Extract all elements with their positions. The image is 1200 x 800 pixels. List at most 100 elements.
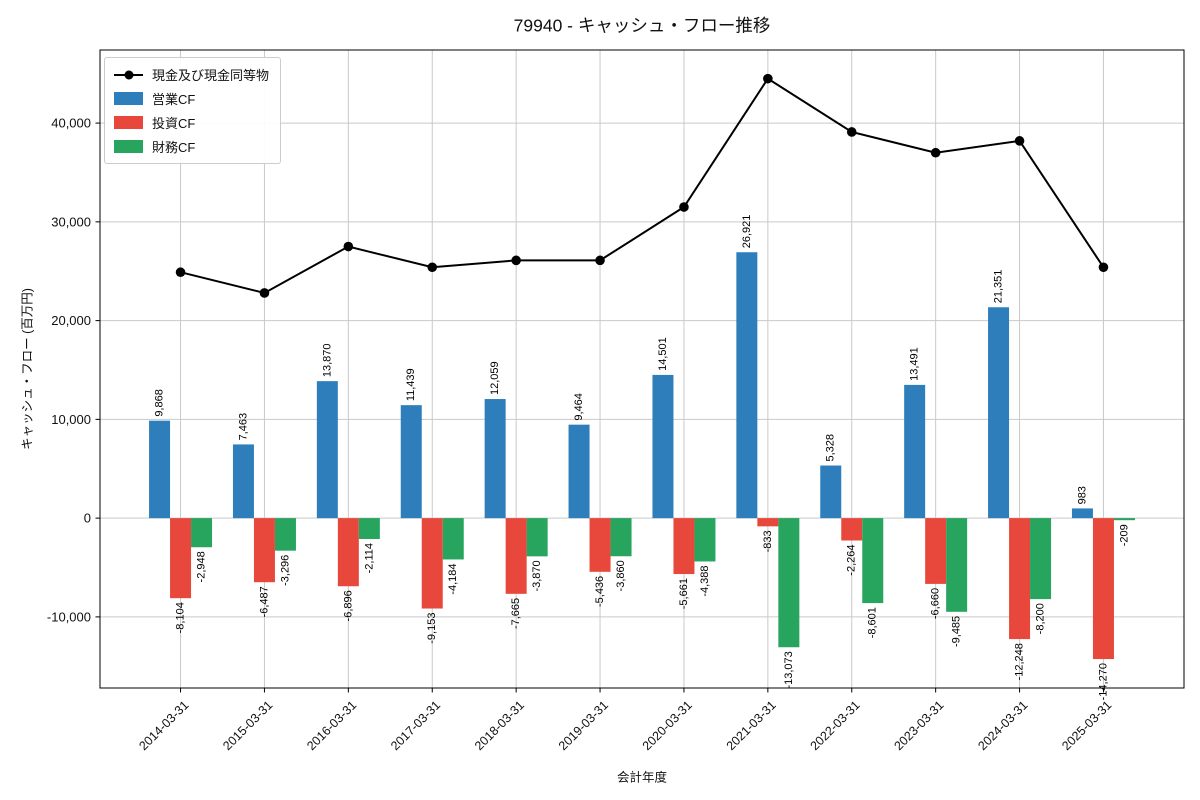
bar-investing_cf-2023-03-31 (925, 518, 947, 584)
bar-value-label: 14,501 (657, 337, 669, 371)
bar-value-label: -5,661 (678, 578, 690, 609)
cash-line-point-2015-03-31 (259, 288, 270, 298)
bars-financing_cf: -2,948 -3,296 -2,114 -4,184 -3,870 -3,860 -4,3… (191, 518, 1135, 689)
x-tick-label: 2016-03-31 (304, 698, 359, 753)
bar-value-label: -833 (762, 530, 774, 552)
chart-title: 79940 - キャッシュ・フロー推移 (513, 15, 771, 36)
axis-ticks (95, 122, 1104, 693)
bar-value-label: -13,073 (783, 651, 795, 688)
y-tick-label: 40,000 (51, 116, 91, 131)
y-tick-label: 10,000 (51, 412, 91, 427)
bar-investing_cf-2024-03-31 (1009, 518, 1031, 640)
bar-investing_cf-2021-03-31 (757, 518, 779, 527)
x-axis-title: 会計年度 (616, 770, 668, 785)
bar-value-label: -2,114 (363, 543, 375, 573)
cash-line-point-2017-03-31 (427, 262, 438, 273)
bar-financing_cf-2024-03-31 (1030, 518, 1052, 600)
bar-operating_cf-2015-03-31 (232, 444, 254, 519)
legend-label: 営業CF (152, 92, 196, 107)
bar-financing_cf-2025-03-31 (1113, 518, 1135, 521)
cash-line-point-2025-03-31 (1098, 262, 1109, 273)
cash-line-point-2020-03-31 (679, 202, 689, 212)
bar-financing_cf-2020-03-31 (694, 518, 716, 562)
line-marker-icon (114, 68, 143, 81)
legend-label: 投資CF (152, 116, 196, 131)
bar-operating_cf-2014-03-31 (149, 420, 171, 519)
cash-line-point-2018-03-31 (511, 255, 521, 266)
bar-investing_cf-2015-03-31 (253, 518, 275, 583)
bar-investing_cf-2016-03-31 (337, 518, 359, 587)
bar-value-label: 26,921 (741, 215, 753, 249)
bar-value-label: 12,059 (489, 361, 501, 395)
bar-value-label: 11,439 (405, 368, 417, 401)
x-tick-label: 2024-03-31 (975, 698, 1030, 753)
bar-value-label: -4,388 (699, 565, 711, 596)
bar-value-label: -2,948 (196, 551, 208, 582)
bar-investing_cf-2014-03-31 (170, 518, 192, 599)
bar-value-label: 13,491 (909, 347, 921, 381)
bar-investing_cf-2019-03-31 (589, 518, 611, 572)
legend-item-investing-cf: 投資CF (114, 113, 269, 132)
bar-value-label: -4,184 (447, 563, 459, 594)
investing-cf-swatch-icon (114, 116, 143, 129)
bar-operating_cf-2022-03-31 (820, 465, 842, 519)
cash-line-point-2016-03-31 (343, 241, 354, 252)
bar-financing_cf-2014-03-31 (191, 518, 213, 548)
bar-financing_cf-2019-03-31 (610, 518, 632, 557)
bar-operating_cf-2023-03-31 (904, 384, 926, 519)
bar-value-label: -6,487 (258, 586, 270, 617)
cash-equivalents-line (180, 77, 1105, 295)
x-tick-label: 2025-03-31 (1059, 698, 1114, 753)
bar-financing_cf-2017-03-31 (442, 518, 464, 560)
y-axis-title: キャッシュ・フロー (百万円) (20, 288, 35, 450)
bar-value-label: -3,860 (615, 560, 627, 591)
x-tick-label: 2018-03-31 (472, 698, 527, 753)
cash-line-point-2023-03-31 (930, 147, 941, 158)
bar-operating_cf-2018-03-31 (484, 399, 506, 519)
bar-financing_cf-2023-03-31 (946, 518, 968, 612)
bar-investing_cf-2017-03-31 (421, 518, 443, 609)
bar-operating_cf-2021-03-31 (736, 252, 758, 519)
legend-label: 現金及び現金同等物 (152, 68, 270, 83)
bar-value-label: 983 (1076, 486, 1088, 504)
legend-label: 財務CF (152, 140, 196, 155)
bar-value-label: 21,351 (993, 270, 1005, 304)
x-tick-label: 2017-03-31 (388, 698, 443, 753)
bar-investing_cf-2020-03-31 (673, 518, 695, 575)
plot-border (99, 49, 1185, 689)
bar-value-label: -2,264 (846, 544, 858, 575)
bar-value-label: -8,601 (867, 607, 879, 638)
y-tick-label: 0 (84, 511, 91, 526)
bar-value-label: -14,270 (1097, 663, 1109, 700)
cash-line-point-2021-03-31 (763, 73, 773, 84)
y-tick-label: 30,000 (51, 214, 91, 229)
bar-value-label: -8,200 (1035, 603, 1047, 634)
bar-value-label: 9,868 (154, 389, 166, 417)
cash-line-point-2022-03-31 (846, 127, 857, 137)
bar-investing_cf-2022-03-31 (841, 518, 863, 541)
x-tick-label: 2023-03-31 (891, 698, 946, 753)
bar-value-label: -3,870 (531, 560, 543, 591)
bar-operating_cf-2017-03-31 (400, 405, 422, 519)
bar-value-label: -6,896 (342, 590, 354, 621)
bar-financing_cf-2016-03-31 (358, 518, 380, 540)
bar-value-label: 13,870 (321, 343, 333, 377)
financing-cf-swatch-icon (114, 140, 143, 153)
bar-operating_cf-2019-03-31 (568, 424, 590, 519)
bar-financing_cf-2015-03-31 (274, 518, 296, 551)
bar-value-label: -3,296 (279, 555, 291, 586)
bar-value-label: -9,153 (426, 613, 438, 644)
bar-value-label: 5,328 (825, 434, 837, 462)
bar-value-label: -8,104 (175, 602, 187, 633)
bar-investing_cf-2025-03-31 (1092, 518, 1114, 660)
x-tick-label: 2022-03-31 (808, 698, 863, 753)
cash-line-point-2019-03-31 (595, 255, 605, 266)
bar-operating_cf-2025-03-31 (1071, 508, 1093, 519)
bars-investing_cf: -8,104 -6,487 -6,896 -9,153 -7,665 -5,436 -5,6… (170, 518, 1114, 700)
bar-value-label: -6,660 (930, 588, 942, 619)
y-tick-label: 20,000 (51, 313, 91, 328)
bar-operating_cf-2020-03-31 (652, 374, 674, 519)
legend-item-financing-cf: 財務CF (114, 137, 269, 156)
cash-line-point-2024-03-31 (1014, 136, 1025, 146)
